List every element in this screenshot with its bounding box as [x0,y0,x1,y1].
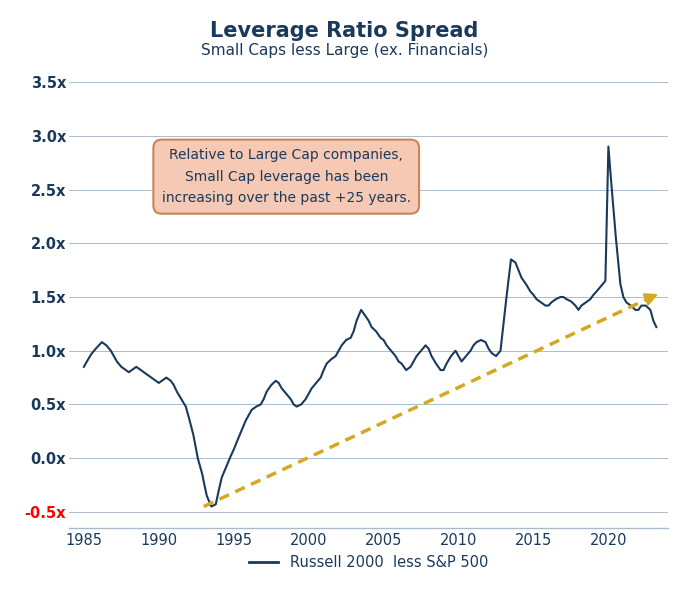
Text: Leverage Ratio Spread: Leverage Ratio Spread [210,21,479,41]
Text: Small Caps less Large (ex. Financials): Small Caps less Large (ex. Financials) [200,43,489,58]
Legend: Russell 2000  less S&P 500: Russell 2000 less S&P 500 [243,550,494,576]
Text: Relative to Large Cap companies,
Small Cap leverage has been
increasing over the: Relative to Large Cap companies, Small C… [162,148,411,205]
